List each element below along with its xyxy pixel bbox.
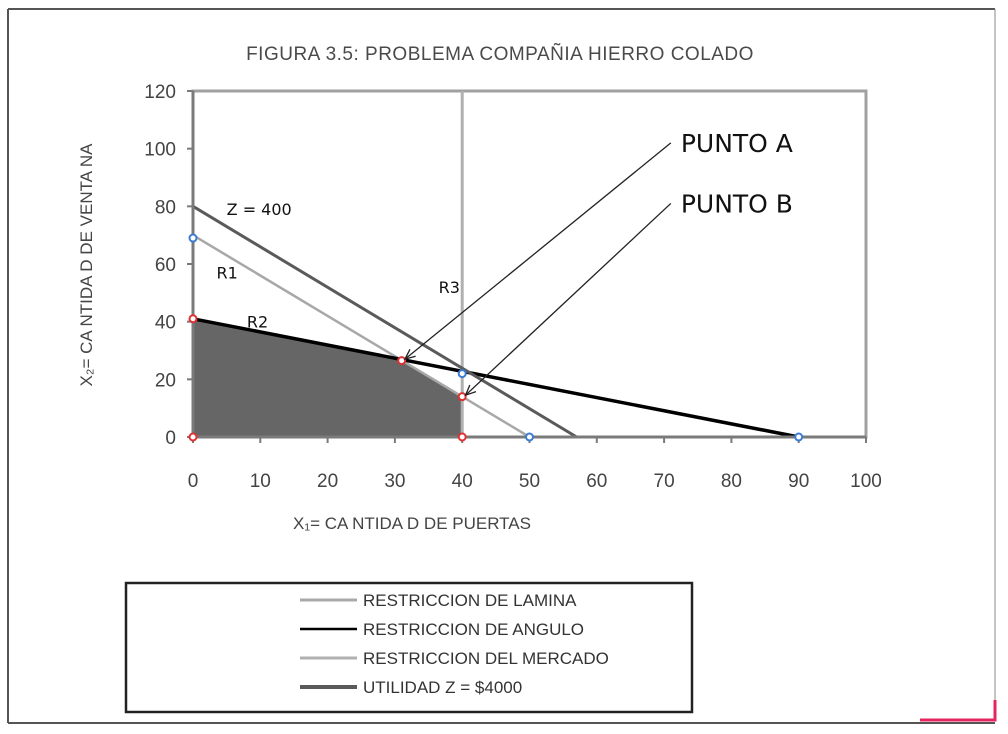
x-tick-label: 90 <box>788 471 809 492</box>
frame-corner-accent <box>920 700 997 722</box>
x-axis-label: X₁= CA NTIDA D DE PUERTAS <box>293 514 531 533</box>
legend-label-restriccion-de-angulo: RESTRICCION DE ANGULO <box>363 620 584 639</box>
legend: RESTRICCION DE LAMINA RESTRICCION DE ANGU… <box>300 591 609 697</box>
annotations: Z = 400 R1 R2 R3 <box>217 200 460 331</box>
annotation-r3: R3 <box>439 278 460 297</box>
callout-label-punto-a: PUNTO A <box>681 129 793 158</box>
annotation-r1: R1 <box>217 263 238 282</box>
series-line-utilidad-z-4000 <box>192 205 578 439</box>
figure-frame <box>7 8 997 724</box>
legend-label-utilidad-z-4000: UTILIDAD Z = $4000 <box>363 678 522 697</box>
data-point <box>397 356 407 366</box>
annotation-z-400: Z = 400 <box>227 200 292 219</box>
x-tick-label: 20 <box>317 471 338 492</box>
marked-points <box>188 233 804 442</box>
y-tick-label: 120 <box>144 82 176 103</box>
data-point <box>457 369 467 379</box>
series-line-restriccion-de-angulo <box>192 317 800 439</box>
data-point <box>188 432 198 442</box>
x-tick-label: 80 <box>721 471 742 492</box>
data-point <box>525 432 534 442</box>
legend-box <box>124 581 694 714</box>
data-point <box>188 314 198 324</box>
series-layer <box>192 91 800 439</box>
y-tick-label: 20 <box>155 370 176 391</box>
y-tick-label: 0 <box>165 428 176 449</box>
data-point <box>794 432 804 442</box>
callout-arrowhead <box>464 384 477 397</box>
x-tick-label: 0 <box>188 471 199 492</box>
feasible-region <box>193 318 463 437</box>
series-line-restriccion-de-lamina <box>192 234 531 439</box>
legend-label-restriccion-de-lamina: RESTRICCION DE LAMINA <box>363 591 577 610</box>
callout-label-punto-b: PUNTO B <box>681 189 793 218</box>
chart-title: FIGURA 3.5: PROBLEMA COMPAÑIA HIERRO COL… <box>246 43 754 65</box>
x-tick-label: 50 <box>519 471 540 492</box>
y-tick-label: 60 <box>155 255 176 276</box>
x-tick-label: 10 <box>250 471 271 492</box>
x-tick-label: 40 <box>452 471 473 492</box>
x-tick-label: 70 <box>654 471 675 492</box>
x-tick-label: 100 <box>850 471 882 492</box>
callout-arrow-punto-a <box>404 142 672 360</box>
y-tick-label: 80 <box>155 197 176 218</box>
y-tick-label: 100 <box>144 140 176 161</box>
legend-label-restriccion-del-mercado: RESTRICCION DEL MERCADO <box>363 649 609 668</box>
x-tick-label: 60 <box>586 471 607 492</box>
callout-arrowhead <box>403 349 416 361</box>
data-point <box>457 432 467 442</box>
y-tick-label: 40 <box>155 313 176 334</box>
callout-arrow-punto-b <box>465 202 672 396</box>
data-point <box>188 233 198 243</box>
x-tick-label: 30 <box>384 471 405 492</box>
callouts: PUNTO A PUNTO B <box>403 129 793 397</box>
y-axis-label: X₂= CA NTIDA D DE VENTA NA <box>77 143 96 387</box>
annotation-r2: R2 <box>247 312 268 331</box>
data-point <box>457 392 467 402</box>
